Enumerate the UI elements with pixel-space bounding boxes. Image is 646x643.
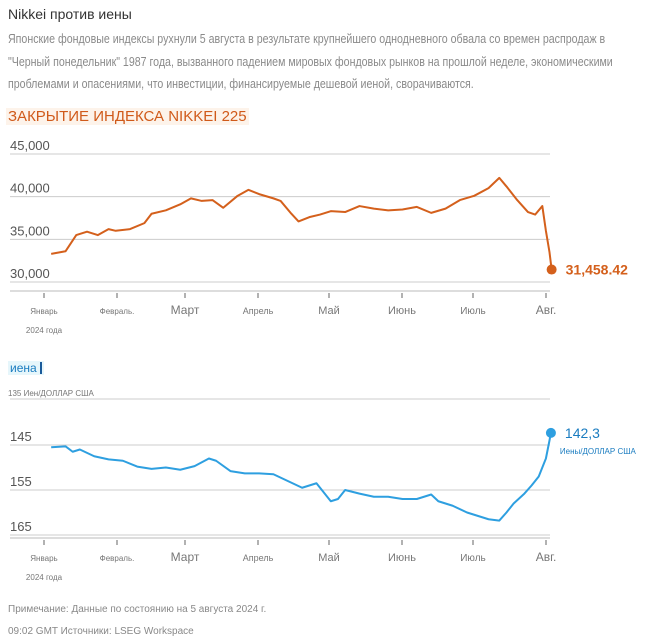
x-tick-label: Февраль. (100, 307, 135, 316)
y-tick-label: 145 (10, 429, 32, 444)
x-tick-label: Авг. (536, 550, 557, 564)
x-sublabel: 2024 года (26, 573, 63, 582)
y-tick-label: 35,000 (10, 223, 50, 238)
y-tick-label: 155 (10, 474, 32, 489)
yen-last-value: 142,3 (565, 425, 600, 441)
x-tick-label: Май (318, 552, 340, 564)
x-tick-label: Май (318, 305, 340, 317)
x-tick-label: Авг. (536, 303, 557, 317)
x-tick-label: Март (171, 303, 200, 317)
yen-title-text: иена (10, 361, 37, 375)
y-tick-label: 30,000 (10, 266, 50, 281)
x-tick-label: Июль (460, 553, 486, 564)
y-tick-label: 40,000 (10, 181, 50, 196)
nikkei-line (50, 176, 553, 270)
x-sublabel: 2024 года (26, 326, 63, 335)
yen-title-bar (39, 362, 42, 374)
footnote: Примечание: Данные по состоянию на 5 авг… (8, 604, 267, 615)
x-tick-label: Июль (460, 306, 486, 317)
y-tick-label: 165 (10, 519, 32, 534)
yen-title: иена (8, 361, 44, 375)
yen-last-unit: Иены/ДОЛЛАР США (560, 447, 637, 456)
x-tick-label: Июнь (388, 305, 416, 317)
chart-title: Nikkei против иены (8, 6, 132, 22)
chart-description: Японские фондовые индексы рухнули 5 авгу… (8, 32, 613, 91)
yen-axis-unit: 135 Иен/ДОЛЛАР США (8, 389, 94, 398)
x-tick-label: Март (171, 550, 200, 564)
y-tick-label: 45,000 (10, 138, 50, 153)
nikkei-title: ЗАКРЫТИЕ ИНДЕКСА NIKKEI 225 (6, 108, 249, 125)
nikkei-last-value: 31,458.42 (566, 262, 628, 278)
x-tick-label: Апрель (243, 306, 274, 316)
yen-line (51, 432, 552, 522)
x-tick-label: Июнь (388, 552, 416, 564)
x-tick-label: Февраль. (100, 554, 135, 563)
x-tick-label: Январь (30, 554, 57, 563)
yen-last-point (545, 427, 556, 438)
nikkei-last-point (546, 264, 557, 275)
x-tick-label: Январь (30, 307, 57, 316)
source: 09:02 GMT Источники: LSEG Workspace (8, 626, 194, 637)
x-tick-label: Апрель (243, 553, 274, 563)
